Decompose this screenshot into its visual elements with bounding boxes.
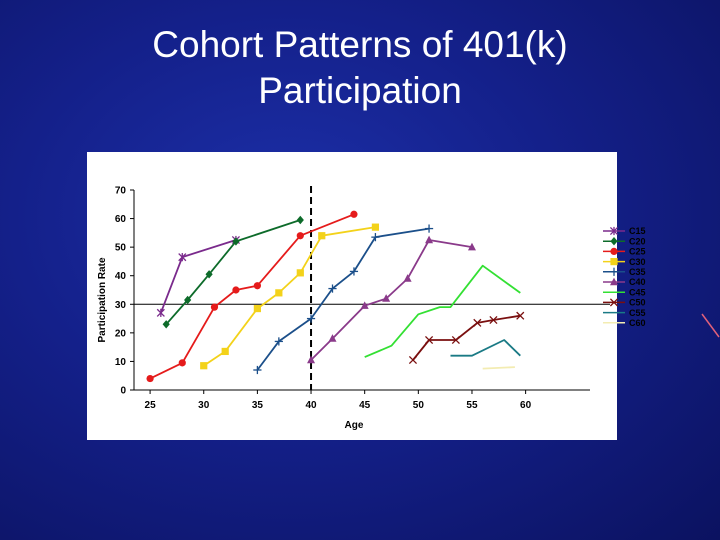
data-point-c50 bbox=[489, 315, 498, 325]
data-point-c30 bbox=[200, 362, 208, 370]
data-point-c25 bbox=[296, 232, 304, 240]
y-tick-label: 40 bbox=[115, 271, 127, 282]
data-point-c40 bbox=[307, 355, 316, 364]
x-tick-label: 35 bbox=[252, 400, 264, 411]
x-axis-title: Age bbox=[345, 420, 364, 431]
series-line-c20 bbox=[165, 219, 301, 325]
slide-title: Cohort Patterns of 401(k) Participation bbox=[0, 22, 720, 114]
legend-marker-c35 bbox=[609, 267, 619, 276]
data-point-c35 bbox=[424, 224, 434, 233]
data-point-c50 bbox=[408, 355, 418, 365]
data-point-c30 bbox=[253, 304, 261, 313]
slide-title-line-1: Cohort Patterns of 401(k) bbox=[152, 24, 568, 65]
data-point-c30 bbox=[296, 269, 304, 277]
data-point-c30 bbox=[371, 223, 380, 231]
data-point-c15 bbox=[156, 308, 165, 317]
data-point-c35 bbox=[306, 314, 316, 323]
data-point-c40 bbox=[467, 242, 476, 251]
data-point-c25 bbox=[210, 303, 219, 311]
series-line-c55 bbox=[450, 339, 521, 357]
data-point-c50 bbox=[451, 335, 460, 345]
x-tick-label: 40 bbox=[305, 400, 317, 411]
data-point-c30 bbox=[318, 232, 326, 240]
data-point-c20 bbox=[232, 237, 240, 246]
data-point-c50-stroke bbox=[489, 315, 498, 325]
data-point-c20 bbox=[296, 215, 304, 225]
data-point-c40 bbox=[360, 301, 369, 309]
x-tick-label: 60 bbox=[520, 400, 532, 411]
data-point-c50 bbox=[473, 318, 482, 327]
series-line-c60 bbox=[482, 366, 515, 370]
y-tick-label: 60 bbox=[115, 214, 127, 225]
legend-marker-c30 bbox=[610, 258, 618, 266]
x-tick-label: 25 bbox=[145, 400, 157, 411]
data-point-c50-stroke bbox=[516, 311, 525, 320]
data-point-c35 bbox=[371, 233, 380, 242]
series-line-c45 bbox=[364, 264, 521, 358]
data-point-c35 bbox=[328, 284, 337, 293]
data-point-c50 bbox=[516, 311, 525, 320]
data-point-c15 bbox=[178, 253, 187, 262]
data-point-c50-stroke bbox=[451, 335, 460, 345]
data-point-c50-stroke bbox=[424, 335, 434, 345]
series-line-c35 bbox=[256, 227, 430, 371]
legend-label-c40: C40 bbox=[629, 277, 646, 287]
x-tick-label: 30 bbox=[198, 400, 210, 411]
legend-label-c35: C35 bbox=[629, 267, 646, 277]
slide-title-line-2: Participation bbox=[258, 70, 462, 111]
data-point-c35 bbox=[349, 267, 359, 276]
line-chart: 0 10 20 30 40 50 60 70 25 30 35 40 45 50 55 60 Age Partic… bbox=[97, 186, 646, 432]
data-point-c25 bbox=[178, 359, 186, 367]
data-point-c20 bbox=[184, 295, 192, 305]
data-point-c40 bbox=[328, 334, 337, 342]
legend-label-c30: C30 bbox=[629, 257, 646, 267]
slide-accent-line bbox=[701, 313, 720, 338]
legend-marker-c50-stroke bbox=[609, 298, 619, 307]
chart-panel: 0 10 20 30 40 50 60 70 25 30 35 40 45 50 55 60 Age Partic… bbox=[87, 152, 646, 440]
legend-label-c15: C15 bbox=[629, 226, 646, 236]
data-point-c30 bbox=[221, 347, 229, 356]
series-line-c15 bbox=[159, 239, 237, 314]
x-tick-label: 55 bbox=[466, 400, 478, 411]
data-point-c30 bbox=[275, 289, 283, 297]
y-tick-label: 30 bbox=[115, 300, 127, 311]
legend-marker-c20 bbox=[610, 237, 618, 246]
data-point-c40 bbox=[382, 294, 391, 302]
y-tick-label: 10 bbox=[115, 357, 127, 368]
data-point-c20 bbox=[162, 320, 170, 329]
y-tick-label: 20 bbox=[115, 328, 127, 339]
x-tick-label: 45 bbox=[359, 400, 371, 411]
data-point-c25 bbox=[253, 282, 261, 290]
data-point-c25 bbox=[350, 210, 358, 218]
x-tick-label: 50 bbox=[413, 400, 425, 411]
data-point-c40 bbox=[403, 274, 412, 282]
series-line-c40 bbox=[310, 239, 473, 361]
legend-label-c20: C20 bbox=[629, 236, 646, 246]
y-tick-label: 50 bbox=[115, 243, 127, 254]
legend-label-c55: C55 bbox=[629, 308, 646, 318]
data-point-c40 bbox=[425, 235, 434, 244]
legend-marker-c25 bbox=[610, 247, 618, 255]
legend-label-c50: C50 bbox=[629, 298, 646, 308]
y-tick-label: 0 bbox=[120, 386, 126, 397]
data-point-c50 bbox=[424, 335, 434, 345]
data-point-c50-stroke bbox=[408, 355, 418, 365]
y-tick-label: 70 bbox=[115, 186, 127, 197]
legend-marker-c50 bbox=[609, 298, 619, 307]
legend-label-c45: C45 bbox=[629, 287, 646, 297]
series-line-c50 bbox=[412, 314, 521, 361]
legend-marker-c15 bbox=[609, 226, 619, 236]
data-point-c25 bbox=[146, 374, 154, 383]
data-point-c35 bbox=[253, 365, 262, 375]
data-point-c25 bbox=[232, 286, 240, 294]
y-axis-title: Participation Rate bbox=[97, 257, 108, 342]
legend-label-c60: C60 bbox=[629, 318, 646, 328]
legend-label-c25: C25 bbox=[629, 247, 646, 257]
data-point-c50-stroke bbox=[473, 318, 482, 327]
data-point-c35 bbox=[274, 337, 283, 346]
legend-marker-c40 bbox=[610, 277, 618, 286]
